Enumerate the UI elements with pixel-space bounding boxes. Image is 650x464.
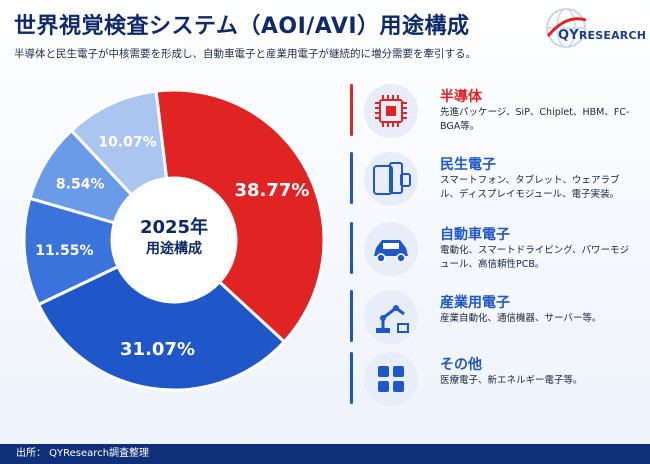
legend-icon-badge: [364, 84, 418, 138]
legend: 半導体先進パッケージ、SiP、Chiplet、HBM、FC-BGA等。民生電子ス…: [350, 80, 640, 410]
legend-icon-badge: [364, 222, 418, 276]
car-icon: [374, 240, 408, 263]
logo-text-big: QY: [558, 28, 579, 43]
legend-item: 自動車電子電動化、スマートドライビング、パワーモジュール、高信頼性PCB。: [350, 218, 640, 278]
legend-title: 自動車電子: [440, 227, 510, 243]
legend-item: 産業用電子産業自動化、通信機器、サーバー等。: [350, 286, 640, 346]
data-label-4: 10.07%: [98, 134, 156, 150]
legend-title: 民生電子: [440, 157, 496, 173]
legend-accent-bar: [350, 84, 353, 136]
qyresearch-logo: QYRESEARCH: [536, 6, 646, 50]
donut-chart-svg: 38.77% 31.07% 11.55% 8.54% 10.07%: [22, 88, 326, 392]
legend-accent-bar: [350, 352, 353, 404]
grid-icon: [378, 366, 404, 392]
center-label: 用途構成: [146, 241, 202, 257]
legend-accent-bar: [350, 222, 353, 274]
chip-icon: [375, 95, 407, 127]
legend-item: 民生電子スマートフォン、タブレット、ウェアラブル、ディスプレイモジュール、電子実…: [350, 148, 640, 208]
legend-description: スマートフォン、タブレット、ウェアラブル、ディスプレイモジュール、電子実装。: [440, 175, 620, 200]
legend-description: 先進パッケージ、SiP、Chiplet、HBM、FC-BGA等。: [440, 107, 630, 132]
data-label-0: 38.77%: [234, 180, 309, 201]
donut-center: [114, 180, 234, 300]
donut-slice-1: [36, 264, 287, 392]
legend-description: 産業自動化、通信機器、サーバー等。: [440, 313, 602, 324]
data-label-3: 8.54%: [56, 177, 105, 193]
source-footer: 出所： QYResearch調査整理: [0, 444, 650, 464]
legend-title: 産業用電子: [440, 295, 510, 311]
page-title: 世界視覚検査システム（AOI/AVI）用途構成: [14, 14, 470, 39]
legend-item: その他医療電子、新エネルギー電子等。: [350, 348, 640, 408]
legend-description: 電動化、スマートドライビング、パワーモジュール、高信頼性PCB。: [440, 245, 630, 270]
donut-slice-0: [154, 88, 326, 344]
legend-accent-bar: [350, 152, 353, 204]
logo-text-rest: RESEARCH: [578, 29, 647, 42]
page-subtitle: 半導体と民生電子が中核需要を形成し、自動車電子と産業用電子が継続的に増分需要を牽…: [14, 48, 476, 60]
legend-icon-badge: [364, 352, 418, 406]
legend-title: その他: [440, 357, 482, 373]
globe-icon: [546, 8, 587, 48]
legend-icon-badge: [364, 152, 418, 206]
devices-icon: [373, 162, 411, 195]
data-label-1: 31.07%: [120, 339, 195, 360]
header: 世界視覚検査システム（AOI/AVI）用途構成 半導体と民生電子が中核需要を形成…: [14, 8, 534, 61]
legend-accent-bar: [350, 290, 353, 342]
legend-item: 半導体先進パッケージ、SiP、Chiplet、HBM、FC-BGA等。: [350, 80, 640, 140]
robot-arm-icon: [376, 305, 409, 333]
legend-icon-badge: [364, 290, 418, 344]
data-label-2: 11.55%: [35, 243, 93, 259]
legend-description: 医療電子、新エネルギー電子等。: [440, 375, 583, 386]
donut-chart: 38.77% 31.07% 11.55% 8.54% 10.07% 2025年 用途構成: [14, 76, 354, 416]
donut-slice-4: [69, 89, 169, 197]
logo-text: QYRESEARCH: [558, 28, 646, 43]
center-year: 2025年: [139, 217, 209, 238]
legend-title: 半導体: [440, 89, 482, 105]
